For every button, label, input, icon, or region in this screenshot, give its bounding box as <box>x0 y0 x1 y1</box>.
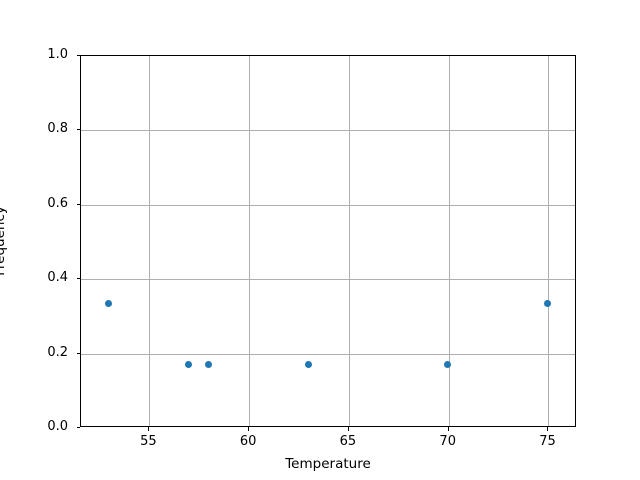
x-axis-tick-label: 65 <box>339 434 357 449</box>
y-axis-tick <box>76 278 80 280</box>
x-axis-tick <box>148 427 150 431</box>
y-axis-label: Frequency <box>0 206 8 276</box>
scatter-point <box>543 299 551 307</box>
grid-line-vertical <box>348 56 350 426</box>
grid-line-vertical <box>448 56 450 426</box>
grid-line-vertical <box>548 56 550 426</box>
y-axis-tick-label: 0.8 <box>47 121 68 137</box>
grid-line-vertical <box>149 56 151 426</box>
scatter-point <box>105 299 113 307</box>
x-axis-label: Temperature <box>285 456 371 472</box>
y-axis-tick <box>76 203 80 205</box>
scatter-point <box>444 361 452 369</box>
x-axis-tick-label: 55 <box>140 434 157 449</box>
y-axis-tick <box>76 55 80 56</box>
scatter-point <box>204 361 212 369</box>
x-axis-tick <box>447 427 449 431</box>
y-axis-tick <box>76 129 80 131</box>
y-axis-tick <box>76 352 80 354</box>
x-axis-tick-label: 60 <box>239 434 257 449</box>
y-axis-tick-label: 0.2 <box>47 344 68 360</box>
grid-line-horizontal <box>81 279 575 281</box>
y-axis-tick-label: 1.0 <box>47 47 68 62</box>
y-axis-tick-label: 0.4 <box>47 270 68 286</box>
y-axis-tick-label: 0.6 <box>47 195 68 211</box>
x-axis-tick <box>347 427 349 431</box>
grid-line-horizontal <box>81 130 575 132</box>
x-axis-tick <box>547 427 549 431</box>
y-axis-tick-label: 0.0 <box>47 419 68 434</box>
grid-line-horizontal <box>81 353 575 355</box>
plot-area <box>80 55 576 427</box>
x-axis-tick-label: 75 <box>539 434 556 449</box>
scatter-point <box>184 361 192 369</box>
grid-line-horizontal <box>81 204 575 206</box>
grid-line-vertical <box>249 56 251 426</box>
x-axis-tick-label: 70 <box>439 434 456 449</box>
scatter-point <box>304 361 312 369</box>
x-axis-tick <box>248 427 250 431</box>
y-axis-tick <box>76 427 80 428</box>
